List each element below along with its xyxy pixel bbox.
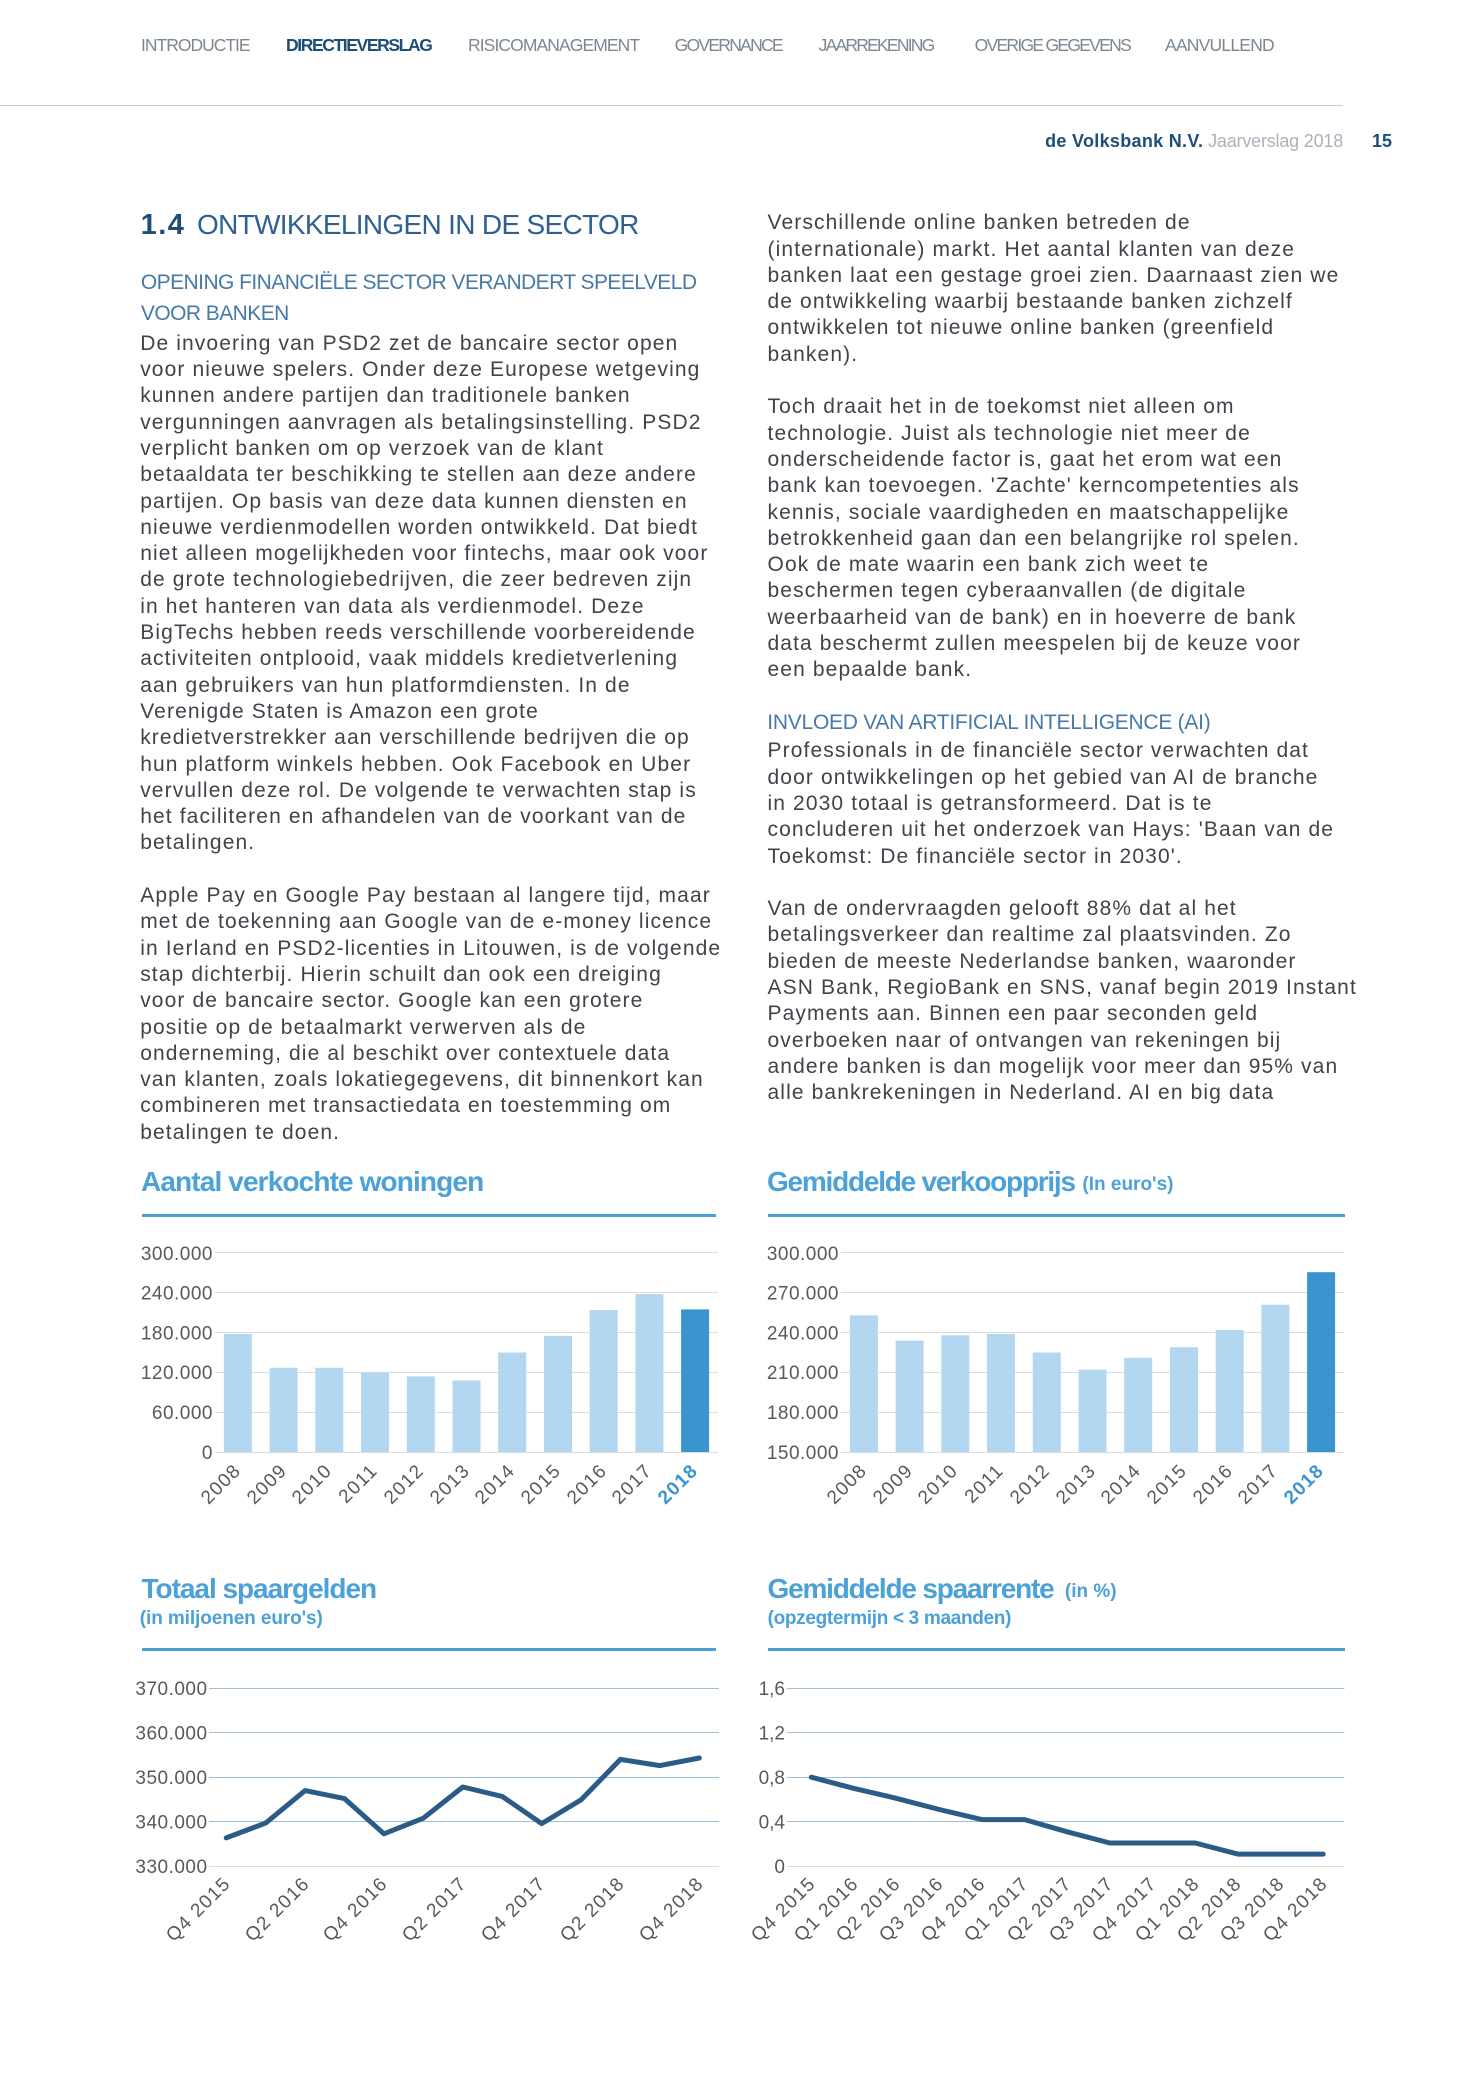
svg-text:0,4: 0,4 <box>759 1813 785 1834</box>
svg-text:150.000: 150.000 <box>767 1443 839 1462</box>
svg-text:370.000: 370.000 <box>135 1679 207 1700</box>
svg-text:0: 0 <box>202 1443 213 1462</box>
svg-text:210.000: 210.000 <box>767 1363 839 1384</box>
svg-text:360.000: 360.000 <box>135 1723 207 1744</box>
svg-text:60.000: 60.000 <box>152 1403 213 1424</box>
svg-text:330.000: 330.000 <box>135 1857 207 1878</box>
svg-text:0,8: 0,8 <box>759 1768 785 1789</box>
svg-text:270.000: 270.000 <box>767 1284 839 1305</box>
svg-text:180.000: 180.000 <box>141 1323 213 1344</box>
svg-text:240.000: 240.000 <box>141 1284 213 1305</box>
svg-text:120.000: 120.000 <box>141 1363 213 1384</box>
svg-text:180.000: 180.000 <box>767 1403 839 1424</box>
svg-text:1,6: 1,6 <box>759 1679 785 1700</box>
svg-text:340.000: 340.000 <box>135 1813 207 1834</box>
svg-text:300.000: 300.000 <box>767 1244 839 1265</box>
svg-text:1,2: 1,2 <box>759 1723 785 1744</box>
svg-text:240.000: 240.000 <box>767 1323 839 1344</box>
svg-text:0: 0 <box>774 1857 785 1878</box>
svg-text:350.000: 350.000 <box>135 1768 207 1789</box>
svg-text:300.000: 300.000 <box>141 1244 213 1265</box>
